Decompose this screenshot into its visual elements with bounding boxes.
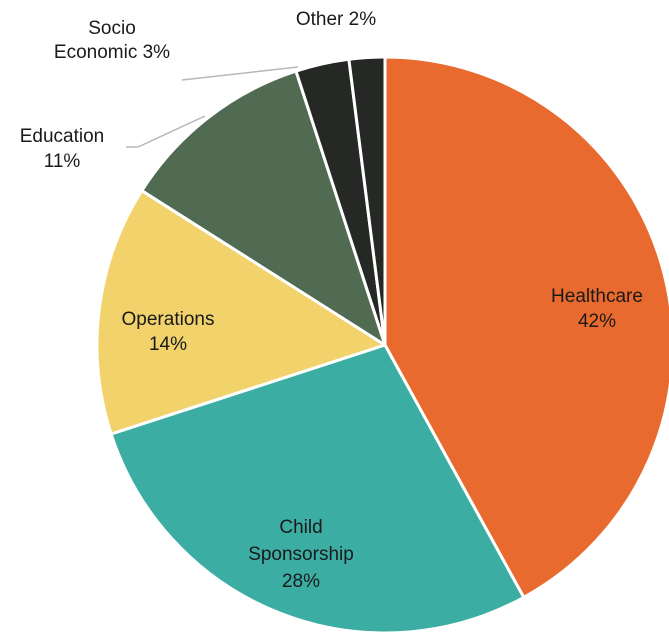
data-label-line: Economic 3%	[54, 42, 170, 63]
data-label-line: Socio	[88, 18, 136, 39]
data-label-line: 11%	[44, 151, 81, 172]
data-label-healthcare: Healthcare 42%	[551, 286, 643, 332]
data-label-line: Healthcare	[551, 286, 643, 307]
pie-slice-healthcare	[383, 55, 669, 599]
data-label-line: Other 2%	[296, 9, 376, 30]
data-label-education: Education 11%	[20, 126, 105, 172]
leader-lines-layer	[126, 66, 299, 148]
data-label-line: Sponsorship	[248, 544, 354, 565]
leader-line-education	[126, 115, 206, 148]
pie-slice-child-sponsorship	[109, 343, 526, 632]
pie-slice-education	[140, 69, 387, 347]
data-label-line: 14%	[149, 334, 187, 355]
data-label-socio-economic: Socio Economic 3%	[54, 18, 170, 63]
pie-slice-other	[347, 55, 387, 347]
data-label-line: 42%	[578, 311, 616, 332]
data-label-line: 28%	[282, 571, 320, 592]
pie-slice-operations	[95, 189, 387, 436]
labels-layer: Healthcare 42% Child Sponsorship 28% Operatio…	[20, 9, 643, 592]
data-label-line: Operations	[122, 309, 215, 330]
data-label-child-sponsorship: Child Sponsorship 28%	[248, 517, 354, 592]
slices-layer	[95, 55, 669, 632]
data-label-operations: Operations 14%	[122, 309, 215, 355]
data-label-line: Child	[279, 517, 322, 538]
data-label-other: Other 2%	[296, 9, 376, 30]
data-label-line: Education	[20, 126, 105, 147]
leader-line-socio-economic	[181, 66, 299, 81]
